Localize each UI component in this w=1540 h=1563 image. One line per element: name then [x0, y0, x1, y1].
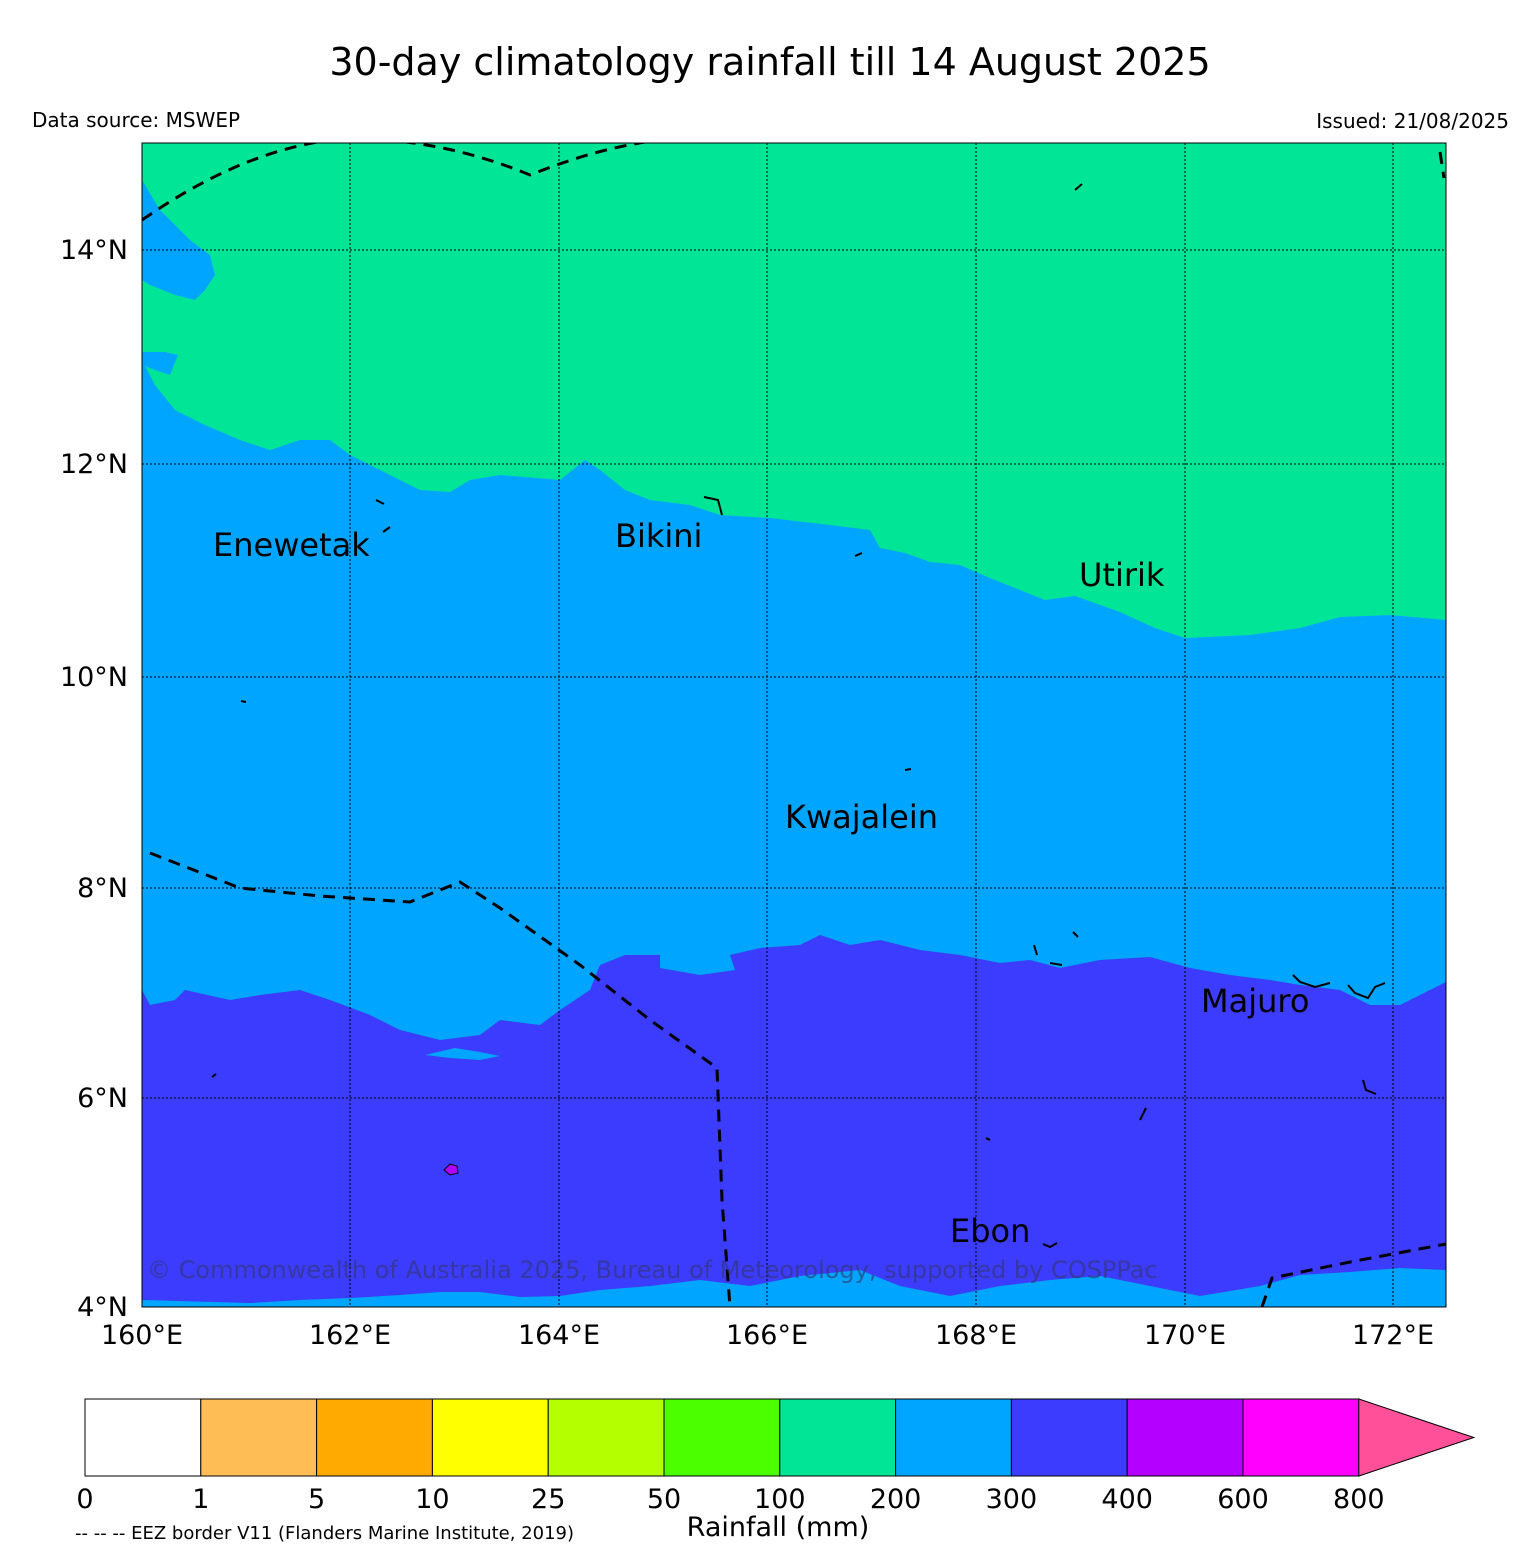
lon-label-172e: 172°E [1352, 1320, 1434, 1351]
colorbar-tick-label: 1 [192, 1484, 209, 1515]
lat-label-12n: 12°N [60, 449, 128, 480]
region-200-300-lens [425, 1048, 500, 1060]
rainfall-fill-layer [142, 143, 1446, 1307]
colorbar-segment [200, 1398, 318, 1477]
data-source-label: Data source: MSWEP [32, 108, 241, 132]
place-label-ebon: Ebon [950, 1212, 1030, 1250]
colorbar-segment [547, 1398, 665, 1477]
lat-label-10n: 10°N [60, 662, 128, 693]
graticule [142, 143, 1446, 1307]
lon-label-168e: 168°E [935, 1320, 1017, 1351]
colorbar-tick-labels: 0 1 5 10 25 50 100 200 300 400 600 800 [76, 1484, 1384, 1515]
place-label-majuro: Majuro [1201, 982, 1309, 1020]
colorbar-tick-label: 100 [754, 1484, 806, 1515]
colorbar-title: Rainfall (mm) [686, 1512, 870, 1543]
lon-label-170e: 170°E [1144, 1320, 1226, 1351]
region-300-400 [142, 935, 1446, 1305]
lon-label-162e: 162°E [309, 1320, 391, 1351]
lon-label-166e: 166°E [726, 1320, 808, 1351]
colorbar-tick-label: 5 [308, 1484, 325, 1515]
region-200-300-nw-patch-2 [142, 352, 178, 375]
lat-label-8n: 8°N [77, 873, 128, 904]
colorbar-tick-label: 10 [415, 1484, 449, 1515]
colorbar-tick-label: 0 [76, 1484, 93, 1515]
region-200-300-nw-patch [142, 180, 215, 300]
colorbar-segment [895, 1398, 1012, 1477]
colorbar-segment [1010, 1398, 1128, 1477]
colorbar-segment [84, 1398, 202, 1477]
place-label-utirik: Utirik [1079, 556, 1165, 594]
colorbar-tick-label: 600 [1217, 1484, 1269, 1515]
place-label-bikini: Bikini [615, 517, 702, 555]
colorbar-tick-label: 800 [1333, 1484, 1385, 1515]
copyright-notice: © Commonwealth of Australia 2025, Bureau… [147, 1256, 1158, 1284]
lat-label-6n: 6°N [77, 1083, 128, 1114]
colorbar-tick-label: 400 [1101, 1484, 1153, 1515]
eez-border [142, 143, 1446, 1307]
place-label-enewetak: Enewetak [213, 526, 370, 564]
colorbar-segment [316, 1398, 433, 1477]
region-400-600-spot [443, 1163, 459, 1176]
colorbar-tick-label: 25 [531, 1484, 565, 1515]
issued-date-label: Issued: 21/08/2025 [1316, 109, 1509, 133]
colorbar-segment [663, 1398, 781, 1477]
place-label-kwajalein: Kwajalein [785, 798, 938, 836]
colorbar-tick-label: 50 [647, 1484, 681, 1515]
map-title: 30-day climatology rainfall till 14 Augu… [329, 40, 1211, 84]
lon-label-164e: 164°E [518, 1320, 600, 1351]
lat-label-4n: 4°N [77, 1292, 128, 1323]
colorbar-segment [1242, 1398, 1360, 1477]
map-frame [141, 142, 1447, 1308]
colorbar-segment [431, 1398, 549, 1477]
colorbar-extend-arrow [1358, 1398, 1476, 1477]
colorbar [84, 1398, 1476, 1477]
atoll-outlines [211, 183, 1386, 1249]
lat-label-14n: 14°N [60, 235, 128, 266]
region-200-300-south [142, 1268, 1446, 1307]
colorbar-segment [779, 1398, 897, 1477]
lon-label-160e: 160°E [101, 1320, 183, 1351]
region-100-200 [142, 143, 1446, 638]
colorbar-tick-label: 200 [870, 1484, 922, 1515]
colorbar-segment [1126, 1398, 1244, 1477]
eez-legend-note: -- -- -- EEZ border V11 (Flanders Marine… [75, 1523, 575, 1544]
colorbar-tick-label: 300 [986, 1484, 1038, 1515]
